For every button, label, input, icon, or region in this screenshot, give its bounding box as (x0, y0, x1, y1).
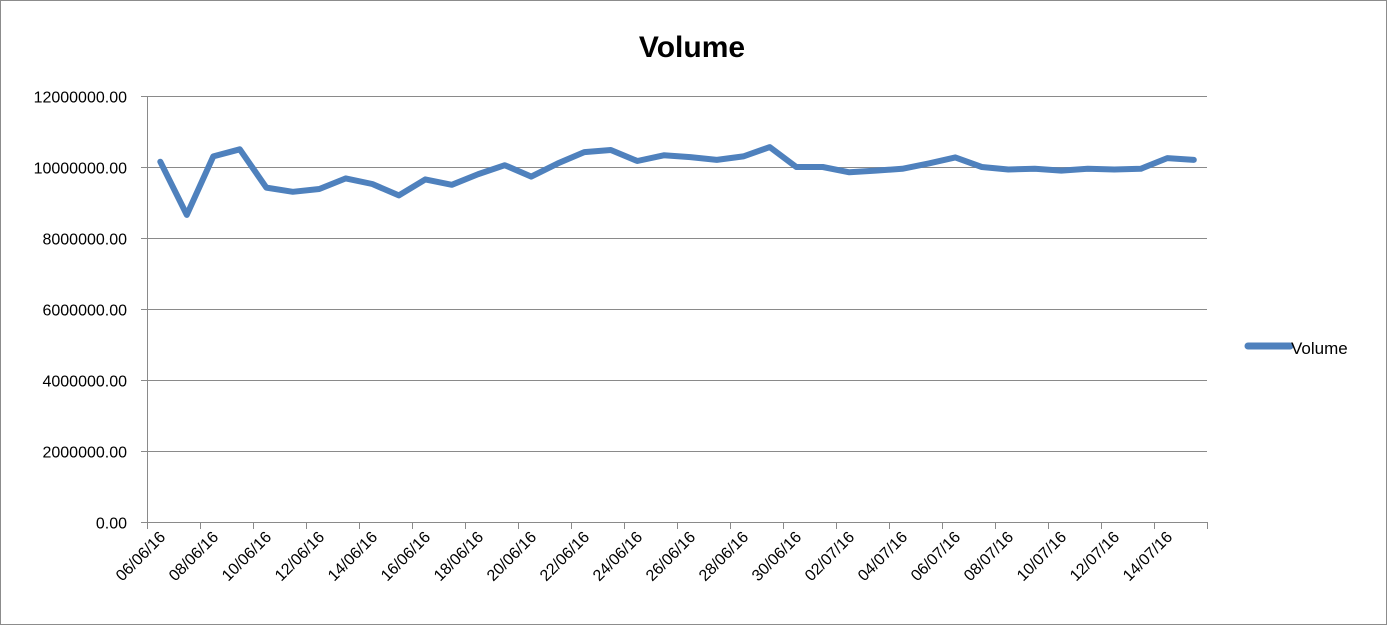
y-tick-label: 4000000.00 (42, 374, 127, 391)
data-point (1191, 157, 1197, 163)
y-tick-labels: 0.00 2000000.00 4000000.00 6000000.00 800000… (34, 90, 128, 533)
data-point (979, 164, 985, 170)
data-point (396, 192, 402, 198)
data-point (581, 149, 587, 155)
y-tick-label: 10000000.00 (34, 161, 128, 178)
data-point (846, 169, 852, 175)
data-point (926, 160, 932, 166)
data-point (1085, 166, 1091, 172)
data-point (608, 147, 614, 153)
data-point (714, 157, 720, 163)
data-point (210, 153, 216, 159)
data-point (449, 182, 455, 188)
data-point (952, 154, 958, 160)
y-tick-label: 12000000.00 (34, 90, 128, 107)
y-tick-label: 8000000.00 (42, 232, 127, 249)
y-tick-label: 6000000.00 (42, 303, 127, 320)
data-point (899, 166, 905, 172)
data-point (1005, 167, 1011, 173)
series-lines (157, 144, 1197, 218)
data-point (422, 176, 428, 182)
data-point (343, 175, 349, 181)
data-point (873, 168, 879, 174)
chart-title: Volume (639, 31, 745, 64)
data-point (502, 162, 508, 168)
data-point (263, 185, 269, 191)
data-point (157, 159, 163, 165)
data-point (475, 171, 481, 177)
legend-label-volume: Volume (1291, 339, 1348, 358)
data-point (767, 144, 773, 150)
data-point (1058, 168, 1064, 174)
data-point (740, 153, 746, 159)
data-point (661, 152, 667, 158)
data-point (634, 158, 640, 164)
gridlines (147, 96, 1207, 452)
axes (141, 96, 1208, 529)
data-point (1032, 166, 1038, 172)
legend: Volume (1244, 339, 1348, 358)
data-point (820, 164, 826, 170)
series-line-volume (157, 144, 1197, 218)
data-point (184, 212, 190, 218)
data-point (528, 174, 534, 180)
y-tick-label: 2000000.00 (42, 445, 127, 462)
data-point (793, 164, 799, 170)
data-point (1164, 155, 1170, 161)
y-tick-label: 0.00 (96, 516, 127, 533)
data-point (687, 154, 693, 160)
data-point (1111, 167, 1117, 173)
data-point (369, 181, 375, 187)
data-point (290, 189, 296, 195)
data-point (237, 146, 243, 152)
data-point (1138, 166, 1144, 172)
data-point (555, 160, 561, 166)
data-point (316, 186, 322, 192)
